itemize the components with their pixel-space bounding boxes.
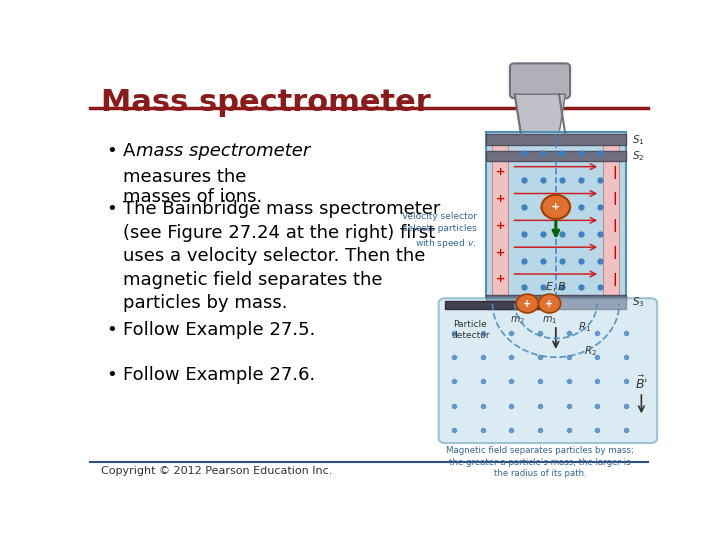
Polygon shape [515, 94, 565, 134]
Text: $S_2$: $S_2$ [632, 149, 644, 163]
Text: Velocity selector
selects particles
with speed $v$.: Velocity selector selects particles with… [402, 212, 477, 250]
Text: +: + [552, 202, 560, 212]
Text: +: + [496, 221, 505, 231]
FancyBboxPatch shape [486, 132, 626, 298]
Circle shape [539, 294, 561, 313]
Text: $m_2$: $m_2$ [510, 314, 526, 326]
FancyBboxPatch shape [510, 63, 570, 98]
Text: Copyright © 2012 Pearson Education Inc.: Copyright © 2012 Pearson Education Inc. [101, 467, 333, 476]
Text: •: • [107, 366, 117, 384]
Text: $S_1$: $S_1$ [632, 133, 644, 147]
FancyBboxPatch shape [492, 143, 508, 298]
Text: $m_1$: $m_1$ [542, 314, 557, 326]
Text: |: | [612, 192, 617, 205]
Bar [445, 301, 556, 309]
FancyBboxPatch shape [486, 134, 626, 145]
Text: |: | [612, 273, 617, 286]
Text: +: + [523, 299, 531, 308]
Text: +: + [496, 274, 505, 285]
Text: Particle
detector: Particle detector [451, 320, 490, 340]
Text: •: • [107, 321, 117, 339]
Text: $\vec{B}$': $\vec{B}$' [635, 375, 648, 393]
Text: +: + [496, 194, 505, 204]
Text: mass spectrometer: mass spectrometer [136, 141, 310, 160]
Text: |: | [612, 246, 617, 259]
Text: A: A [124, 141, 142, 160]
Text: |: | [612, 166, 617, 179]
Text: |: | [612, 219, 617, 232]
Text: •: • [107, 200, 117, 218]
Text: Follow Example 27.6.: Follow Example 27.6. [124, 366, 316, 384]
Text: $R_2$: $R_2$ [585, 345, 598, 359]
FancyBboxPatch shape [486, 295, 626, 309]
Text: $S_3$: $S_3$ [632, 295, 644, 309]
Circle shape [516, 294, 539, 313]
Text: •: • [107, 141, 117, 160]
Text: +: + [496, 167, 505, 177]
Circle shape [541, 195, 570, 219]
Text: Follow Example 27.5.: Follow Example 27.5. [124, 321, 316, 339]
Text: $\mathit{E, B}$: $\mathit{E, B}$ [545, 280, 567, 293]
FancyBboxPatch shape [486, 151, 626, 161]
Text: +: + [496, 247, 505, 258]
FancyBboxPatch shape [603, 143, 619, 298]
Text: The Bainbridge mass spectrometer
(see Figure 27.24 at the right) first
uses a ve: The Bainbridge mass spectrometer (see Fi… [124, 200, 441, 312]
Text: +: + [546, 299, 554, 308]
Text: Mass spectrometer: Mass spectrometer [101, 87, 431, 117]
Text: Magnetic field separates particles by mass;
the greater a particle's mass, the l: Magnetic field separates particles by ma… [446, 446, 634, 478]
Text: measures the
masses of ions.: measures the masses of ions. [124, 167, 263, 206]
Text: $R_1$: $R_1$ [578, 320, 591, 334]
FancyBboxPatch shape [438, 298, 657, 443]
